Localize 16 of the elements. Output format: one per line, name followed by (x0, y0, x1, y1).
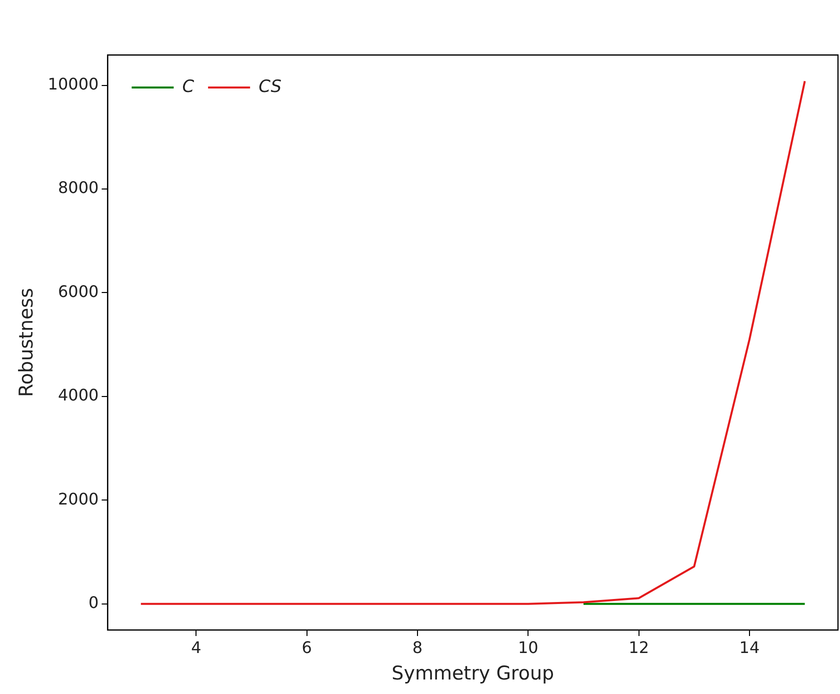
x-tick-label: 14 (739, 638, 760, 657)
y-axis-title: Robustness (15, 288, 38, 397)
y-tick-label: 0 (88, 593, 99, 612)
y-tick-label: 10000 (48, 74, 99, 94)
x-axis-title: Symmetry Group (392, 662, 554, 685)
y-tick-label: 6000 (58, 282, 99, 301)
x-tick-label: 8 (412, 638, 423, 657)
y-tick-label: 8000 (58, 178, 99, 198)
legend-label: CS (258, 76, 282, 97)
y-tick-label: 2000 (58, 489, 99, 508)
x-tick-label: 10 (518, 638, 538, 657)
x-tick-label: 12 (628, 638, 650, 657)
y-tick-label: 4000 (58, 386, 99, 405)
x-tick-label: 6 (302, 638, 312, 657)
legend-label: C (182, 76, 194, 97)
x-tick-label: 4 (191, 638, 202, 657)
